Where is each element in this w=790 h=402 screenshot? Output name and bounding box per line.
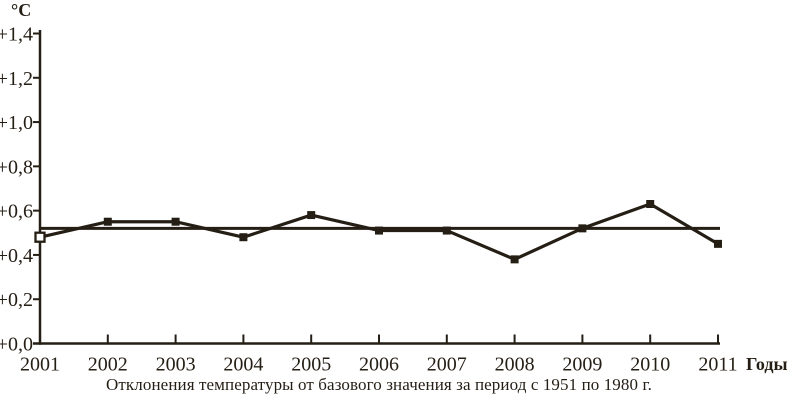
data-point-marker <box>646 200 655 208</box>
y-tick-label: +0,6 <box>0 201 33 223</box>
y-tick-label: +0,8 <box>0 156 33 178</box>
data-point-marker <box>307 211 316 220</box>
y-tick-label: +1,0 <box>0 112 33 134</box>
y-tick-label: +0,4 <box>0 245 33 267</box>
figure-caption: Отклонения температуры от базового значе… <box>106 375 652 394</box>
y-tick-label: +1,2 <box>0 68 33 90</box>
x-tick-label: 2007 <box>427 354 467 376</box>
data-point-marker <box>375 226 383 235</box>
y-tick-label: +0,0 <box>0 334 33 356</box>
x-tick-label: 2001 <box>20 354 60 376</box>
x-tick-label: 2006 <box>359 354 399 376</box>
x-tick-label: 2002 <box>88 354 128 376</box>
x-tick-label: 2005 <box>291 354 331 376</box>
data-point-marker <box>239 233 248 242</box>
data-point-marker <box>171 217 180 226</box>
x-tick-label: 2011 <box>698 354 737 376</box>
y-tick-label: +0,2 <box>0 289 33 311</box>
data-point-marker-open <box>34 231 46 243</box>
celsius-unit-label: °C <box>11 0 31 20</box>
x-tick-label: 2009 <box>562 354 602 376</box>
y-tick-label: +1,4 <box>0 24 33 46</box>
x-tick-label: 2010 <box>630 354 670 376</box>
data-point-marker <box>103 217 112 226</box>
data-point-marker <box>578 224 587 233</box>
data-point-marker <box>510 255 519 264</box>
x-tick-label: 2004 <box>223 354 263 376</box>
data-point-marker <box>714 239 722 248</box>
years-axis-label: Годы <box>746 354 788 374</box>
data-point-marker <box>442 226 451 235</box>
x-tick-label: 2003 <box>156 354 196 376</box>
x-tick-label: 2008 <box>495 354 535 376</box>
